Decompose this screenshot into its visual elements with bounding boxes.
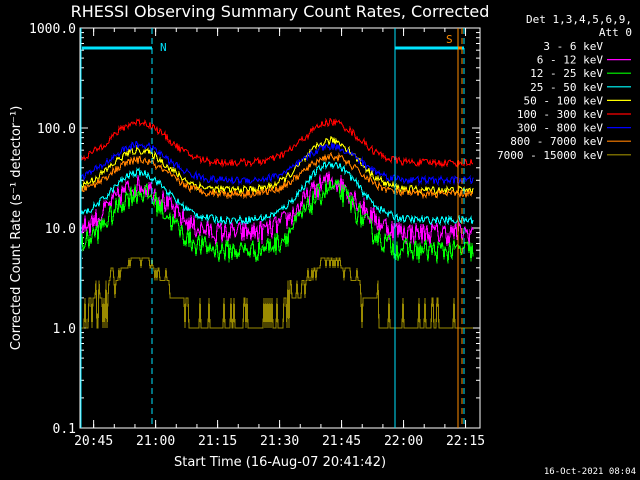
series-line: [80, 140, 474, 186]
legend-label: 300 - 800 keV: [517, 122, 603, 135]
x-tick-label: 20:45: [74, 434, 113, 449]
chart-title: RHESSI Observing Summary Count Rates, Co…: [71, 2, 490, 21]
y-tick-label: 1000.0: [29, 22, 76, 37]
y-tick-label: 10.0: [45, 222, 76, 237]
legend-label: 3 - 6 keV: [543, 40, 603, 53]
legend-label: 12 - 25 keV: [530, 67, 603, 80]
x-tick-label: 22:15: [446, 434, 485, 449]
legend-label: 50 - 100 keV: [524, 94, 604, 107]
y-tick-label: 0.1: [53, 422, 76, 437]
legend-header-2: Att 0: [598, 26, 632, 39]
x-tick-label: 21:30: [260, 434, 299, 449]
x-tick-label: 21:15: [198, 434, 237, 449]
night-marker-label: N: [160, 41, 167, 54]
legend-label: 800 - 7000 keV: [510, 135, 603, 148]
x-tick-label: 22:00: [384, 434, 423, 449]
y-tick-label: 1.0: [53, 322, 76, 337]
series-line: [80, 190, 474, 282]
series-line: [80, 161, 474, 226]
plot-frame: [79, 27, 481, 429]
legend-label: 100 - 300 keV: [517, 108, 603, 121]
saa-marker-label: S: [446, 33, 453, 46]
series-line: [80, 117, 474, 169]
legend-header-1: Det 1,3,4,5,6,9,: [526, 13, 632, 26]
footer-timestamp: 16-Oct-2021 08:04: [544, 467, 636, 477]
x-tick-label: 21:45: [322, 434, 361, 449]
x-tick-label: 21:00: [136, 434, 175, 449]
legend-label: 6 - 12 keV: [537, 54, 604, 67]
legend-label: 25 - 50 keV: [530, 81, 603, 94]
series-line: [80, 151, 474, 200]
x-axis-label: Start Time (16-Aug-07 20:41:42): [174, 455, 386, 470]
legend-label: 7000 - 15000 keV: [497, 149, 603, 162]
y-tick-label: 100.0: [37, 122, 76, 137]
series-line: [81, 257, 473, 329]
y-axis-label: Corrected Count Rate (s⁻¹ detector⁻¹): [9, 106, 24, 351]
series-line: [80, 179, 474, 264]
